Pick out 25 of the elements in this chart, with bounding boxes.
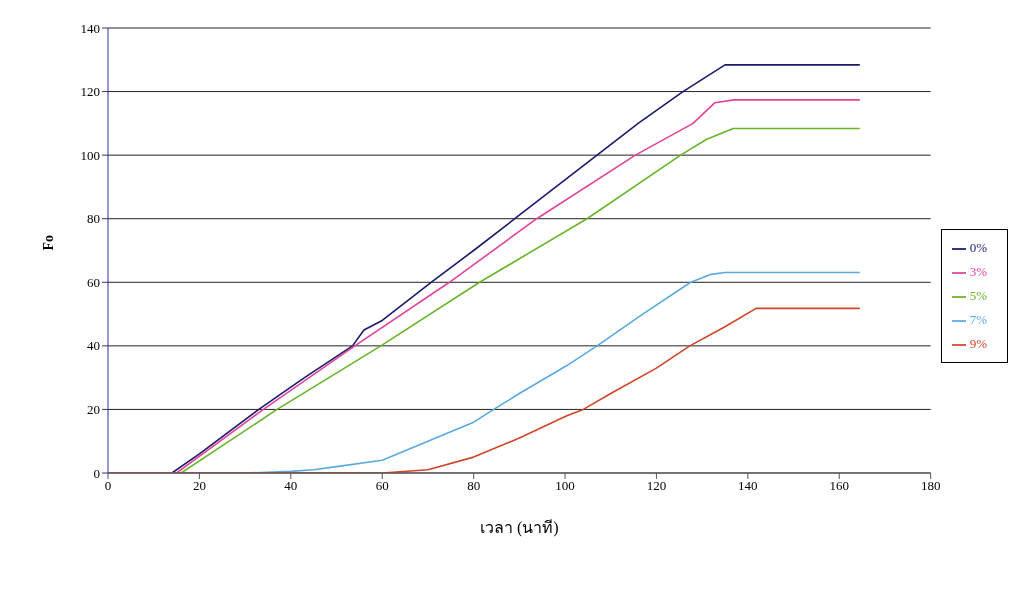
y-tick-label: 120: [80, 84, 100, 100]
x-axis-title: เวลา (นาที): [480, 519, 559, 537]
x-tick-label: 40: [284, 478, 298, 494]
y-tick-label: 40: [87, 338, 100, 354]
x-tick-label: 60: [375, 478, 389, 494]
y-tick-label: 100: [80, 147, 100, 163]
y-tick-label: 0: [93, 465, 100, 481]
legend-label: 5%: [969, 287, 987, 303]
y-tick-label: 60: [87, 274, 100, 290]
y-tick-label: 80: [87, 211, 100, 227]
y-tick-label: 140: [80, 20, 100, 36]
x-tick-label: 160: [829, 478, 849, 494]
legend-label: 3%: [969, 263, 987, 279]
x-tick-label: 100: [555, 478, 575, 494]
y-tick-label: 20: [87, 402, 100, 418]
x-tick-label: 120: [646, 478, 667, 494]
x-tick-label: 180: [920, 478, 941, 494]
x-tick-label: 80: [467, 478, 481, 494]
x-tick-label: 20: [192, 478, 206, 494]
x-tick-label: 140: [738, 478, 758, 494]
legend-label: 7%: [969, 311, 987, 327]
legend-label: 0%: [969, 239, 987, 255]
y-axis-title: Fo: [40, 234, 56, 251]
x-tick-label: 0: [104, 478, 112, 494]
legend-label: 9%: [969, 335, 987, 351]
